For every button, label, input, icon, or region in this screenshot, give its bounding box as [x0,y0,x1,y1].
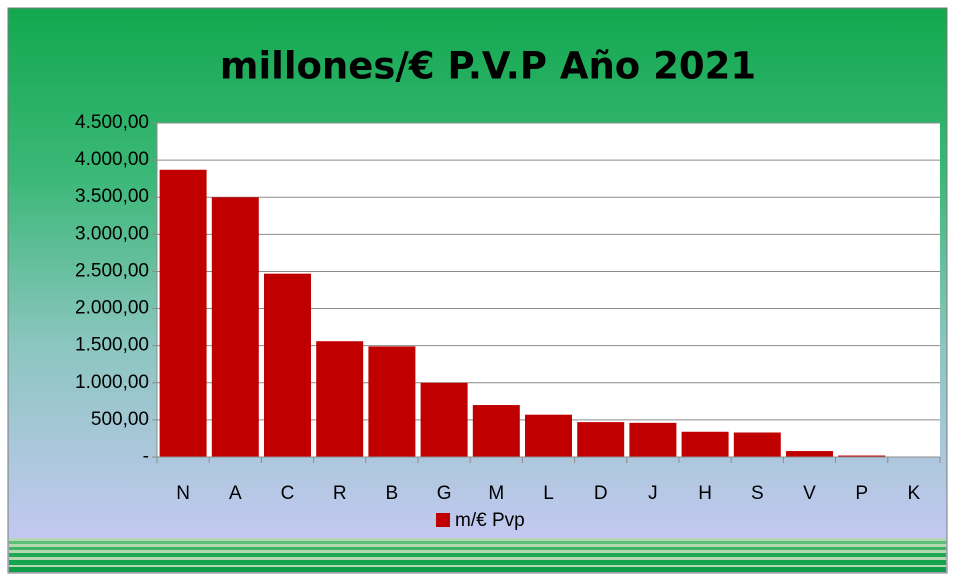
y-tick-label: 500,00 [91,409,149,430]
x-tick-label: C [281,483,295,504]
bar [525,415,572,457]
x-tick-label: R [333,483,347,504]
x-tick-label: A [229,483,242,504]
y-tick-label: 3.500,00 [75,186,149,207]
y-tick-label: 2.000,00 [75,298,149,319]
y-tick-label: 4.000,00 [75,149,149,170]
bar [421,383,468,457]
x-tick-label: J [648,483,658,504]
x-tick-label: H [698,483,712,504]
bar [577,422,624,457]
y-tick-label: 2.500,00 [75,260,149,281]
y-tick-label: 1.500,00 [75,335,149,356]
y-tick-label: 1.000,00 [75,372,149,393]
x-tick-label: V [803,483,816,504]
y-tick-label: 3.000,00 [75,223,149,244]
legend-swatch [436,513,450,527]
y-tick-label: - [143,446,149,467]
x-tick-label: B [386,483,399,504]
y-tick-label: 4.500,00 [75,112,149,133]
bar [786,451,833,457]
chart-title: millones/€ P.V.P Año 2021 [220,45,756,88]
bar [682,432,729,457]
x-tick-label: M [488,483,504,504]
x-tick-label: S [751,483,764,504]
bar [264,274,311,457]
x-tick-label: L [543,483,554,504]
x-tick-label: K [908,483,921,504]
bar [160,170,207,457]
bar [316,341,363,457]
footer-stripes [9,538,946,572]
bar [629,423,676,457]
x-tick-label: D [594,483,608,504]
bar [734,433,781,457]
x-tick-label: N [176,483,190,504]
x-tick-label: P [855,483,868,504]
bar [368,346,415,457]
legend-label: m/€ Pvp [455,510,525,531]
bar [473,405,520,457]
bar [212,197,259,457]
x-tick-label: G [437,483,452,504]
